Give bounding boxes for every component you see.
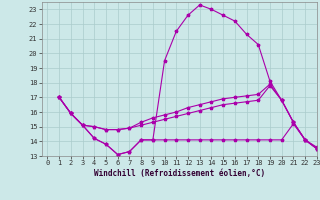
X-axis label: Windchill (Refroidissement éolien,°C): Windchill (Refroidissement éolien,°C)	[94, 169, 265, 178]
